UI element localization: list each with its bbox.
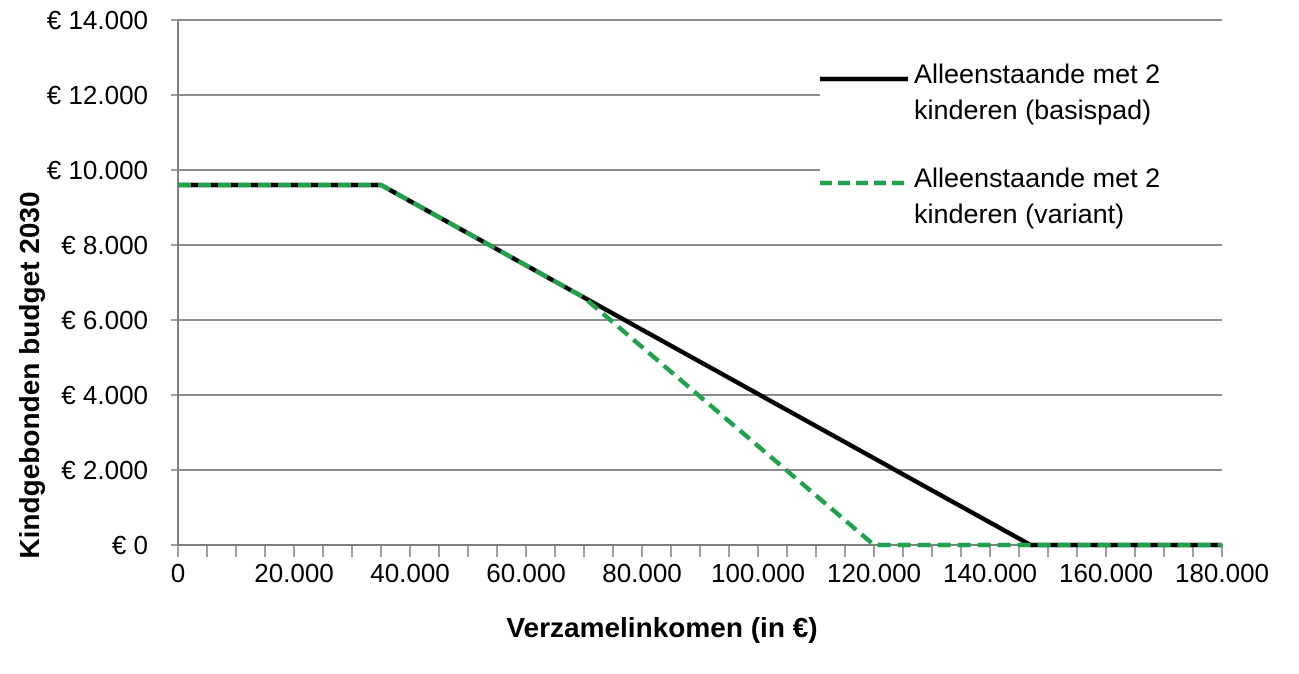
series-line-variant bbox=[178, 182, 1222, 548]
legend-label-line: kinderen (basispad) bbox=[914, 95, 1152, 125]
x-tick-label: 180.000 bbox=[1175, 558, 1269, 588]
y-tick-label: € 2.000 bbox=[61, 455, 148, 485]
solid-line-swatch-icon bbox=[820, 56, 908, 128]
x-tick-label: 160.000 bbox=[1059, 558, 1153, 588]
y-tick-label: € 10.000 bbox=[46, 155, 148, 185]
x-tick-label: 0 bbox=[170, 558, 186, 588]
x-tick-label: 120.000 bbox=[827, 558, 921, 588]
legend-item-variant: Alleenstaande met 2 kinderen (variant) bbox=[820, 160, 1298, 232]
legend-item-basispad: Alleenstaande met 2 kinderen (basispad) bbox=[820, 56, 1298, 128]
legend-label-basispad: Alleenstaande met 2 kinderen (basispad) bbox=[914, 56, 1160, 128]
y-tick-label: € 6.000 bbox=[61, 305, 148, 335]
x-axis-title: Verzamelinkomen (in €) bbox=[506, 612, 818, 643]
series-line-basispad bbox=[178, 182, 1222, 548]
legend-label-line: Alleenstaande met 2 bbox=[914, 59, 1161, 89]
legend-label-line: Alleenstaande met 2 bbox=[914, 163, 1161, 193]
legend-label-variant: Alleenstaande met 2 kinderen (variant) bbox=[914, 160, 1160, 232]
x-tick-label: 60.000 bbox=[486, 558, 566, 588]
y-tick-label: € 14.000 bbox=[46, 5, 148, 35]
y-tick-label: € 0 bbox=[111, 530, 148, 560]
x-tick-label: 40.000 bbox=[370, 558, 450, 588]
y-tick-label: € 4.000 bbox=[61, 380, 148, 410]
x-tick-label: 100.000 bbox=[711, 558, 805, 588]
dashed-line-swatch-icon bbox=[820, 160, 908, 232]
legend-label-line: kinderen (variant) bbox=[914, 199, 1125, 229]
y-tick-label: € 8.000 bbox=[61, 230, 148, 260]
x-tick-label: 140.000 bbox=[943, 558, 1037, 588]
y-tick-label: € 12.000 bbox=[46, 80, 148, 110]
legend: Alleenstaande met 2 kinderen (basispad) … bbox=[820, 56, 1298, 232]
x-tick-label: 20.000 bbox=[254, 558, 334, 588]
x-tick-label: 80.000 bbox=[602, 558, 682, 588]
y-axis-title: Kindgebonden budget 2030 bbox=[14, 191, 45, 559]
